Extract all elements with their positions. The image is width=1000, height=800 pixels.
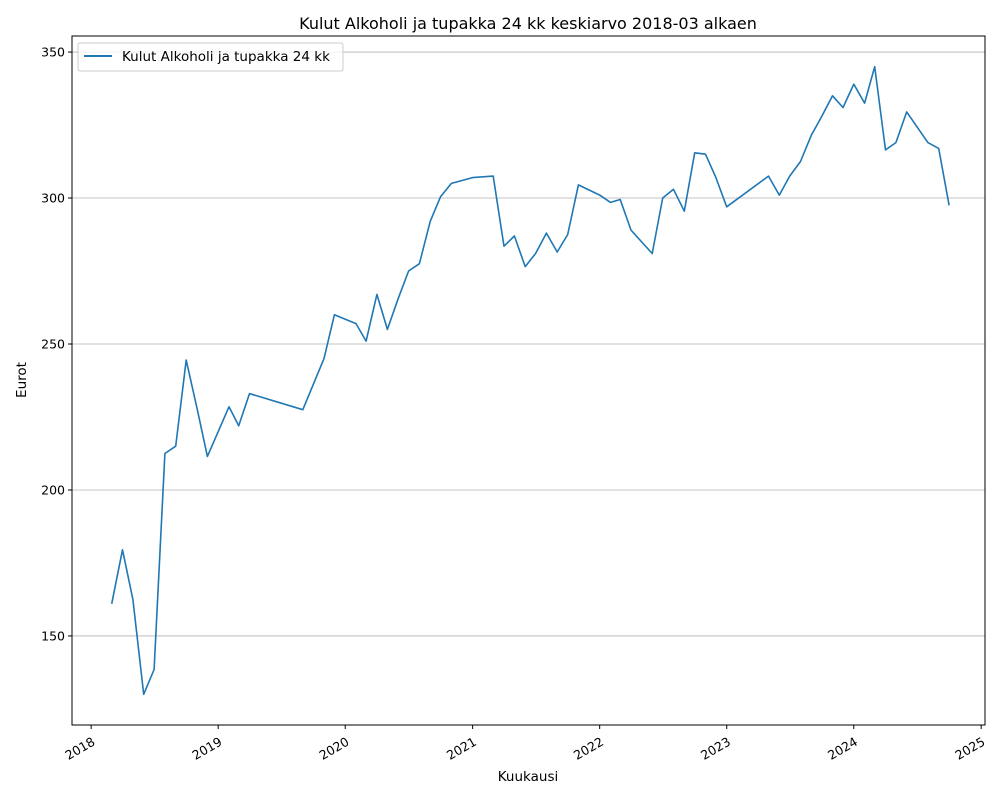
grid bbox=[72, 51, 985, 637]
y-tick-label: 200 bbox=[41, 482, 65, 497]
plot-frame bbox=[71, 35, 986, 726]
x-axis: 2018 2019 2020 2021 2022 2023 2024 2025 bbox=[62, 725, 987, 763]
y-tick-label: 250 bbox=[41, 337, 65, 352]
legend: Kulut Alkoholi ja tupakka 24 kk bbox=[77, 42, 344, 72]
series-line bbox=[110, 65, 950, 696]
chart-title: Kulut Alkoholi ja tupakka 24 kk keskiarv… bbox=[299, 14, 757, 33]
y-axis: 150 200 250 300 350 bbox=[41, 45, 72, 643]
y-tick-label: 150 bbox=[41, 628, 65, 643]
legend-label: Kulut Alkoholi ja tupakka 24 kk bbox=[122, 49, 330, 65]
y-axis-title: Eurot bbox=[14, 362, 30, 398]
legend-box bbox=[77, 42, 344, 72]
series-layer bbox=[110, 65, 950, 696]
y-tick-label: 300 bbox=[41, 191, 65, 206]
x-axis-title: Kuukausi bbox=[498, 769, 559, 785]
y-tick-label: 350 bbox=[41, 45, 65, 60]
